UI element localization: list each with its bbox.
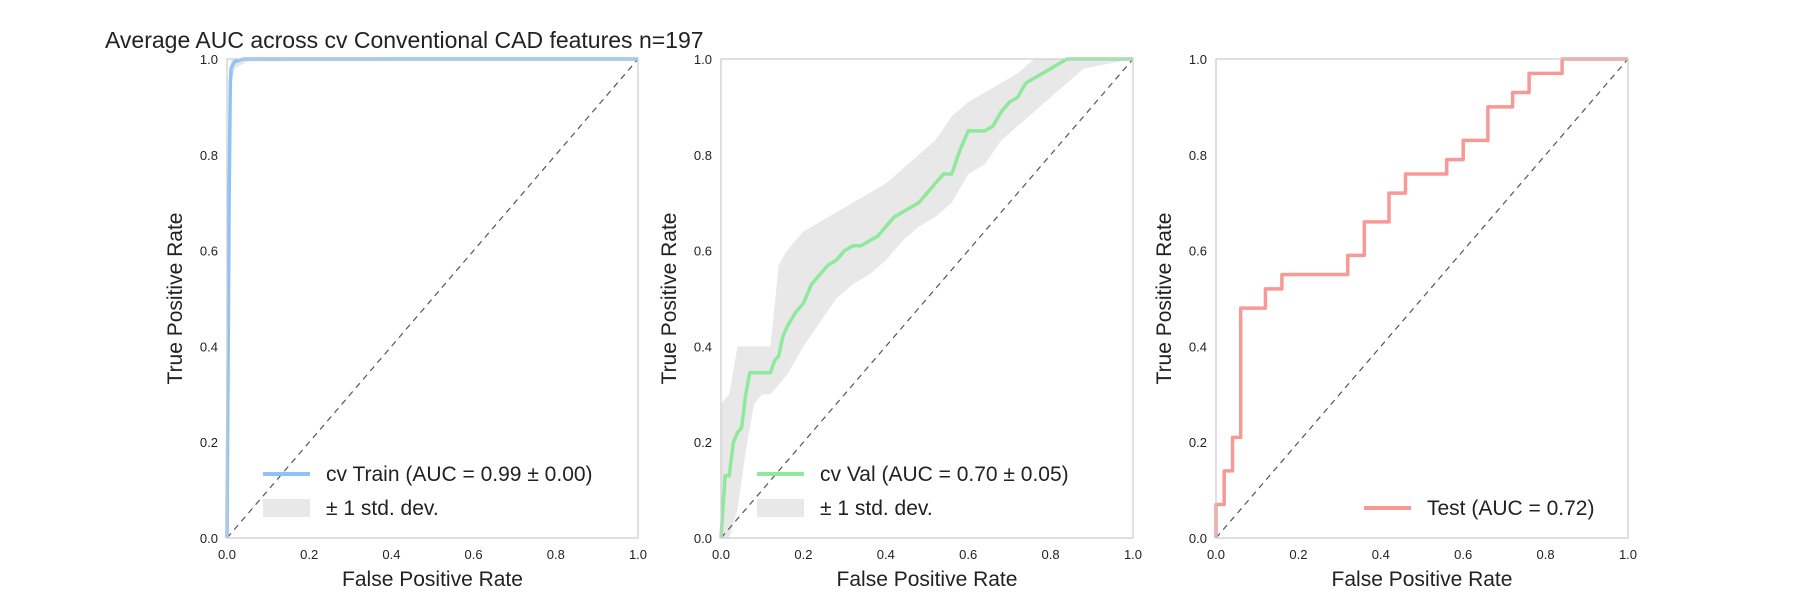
x-tick-label: 0.6 [959,547,977,562]
y-tick-label: 0.2 [694,435,712,450]
y-axis-label: True Positive Rate [1153,213,1176,385]
plot-frame [226,58,639,539]
y-tick-label: 0.8 [694,148,712,163]
x-tick-label: 0.4 [1372,547,1390,562]
x-tick-label: 0.4 [382,547,400,562]
x-tick-label: 0.0 [218,547,236,562]
legend-label: Test (AUC = 0.72) [1427,497,1594,520]
legend-handle-patch [263,499,310,517]
figure-title: Average AUC across cv Conventional CAD f… [105,27,704,53]
roc-curve-test [1214,57,1628,538]
x-tick-label: 1.0 [1619,547,1637,562]
x-tick-label: 0.2 [300,547,318,562]
std-dev-band [721,59,1133,538]
legend-label: ± 1 std. dev. [326,497,439,520]
y-tick-label: 0.6 [694,244,712,259]
legend-label: ± 1 std. dev. [820,497,933,520]
legend-label: cv Val (AUC = 0.70 ± 0.05) [820,463,1069,486]
y-tick-label: 0.0 [694,531,712,546]
y-tick-label: 0.8 [200,148,218,163]
roc-panel-2: 0.0 0.2 0.4 0.6 0.8 1.0 0.0 0.2 0.4 0.6 0.8 1.0 Fals… [658,52,1142,591]
roc-panel-1: 0.0 0.2 0.4 0.6 0.8 1.0 0.0 0.2 0.4 0.6 0.8 1.0 Fals… [164,52,647,591]
plot-frame [720,58,1134,539]
x-axis-label: False Positive Rate [837,568,1018,591]
y-tick-label: 0.0 [1189,531,1207,546]
x-tick-label: 0.0 [712,547,730,562]
x-tick-label: 0.4 [877,547,895,562]
x-axis-label: False Positive Rate [1332,568,1513,591]
x-tick-label: 0.8 [547,547,565,562]
y-tick-label: 0.6 [200,244,218,259]
x-tick-label: 0.6 [1454,547,1472,562]
y-tick-label: 1.0 [200,52,218,67]
y-tick-label: 1.0 [694,52,712,67]
y-axis-label: True Positive Rate [658,213,681,385]
x-tick-label: 0.8 [1537,547,1555,562]
y-axis-label: True Positive Rate [164,213,187,385]
x-tick-label: 0.2 [794,547,812,562]
legend-label: cv Train (AUC = 0.99 ± 0.00) [326,463,593,486]
chance-diagonal [1215,58,1629,539]
x-tick-label: 1.0 [629,547,647,562]
y-tick-label: 1.0 [1189,52,1207,67]
roc-curve-val [719,57,1133,539]
roc-panel-3: 0.0 0.2 0.4 0.6 0.8 1.0 0.0 0.2 0.4 0.6 0.8 1.0 Fals… [1153,52,1637,591]
plot-frame [1215,58,1629,539]
x-tick-label: 0.8 [1042,547,1060,562]
y-tick-label: 0.6 [1189,244,1207,259]
y-tick-label: 0.4 [694,339,712,354]
y-tick-label: 0.8 [1189,148,1207,163]
x-tick-label: 0.2 [1289,547,1307,562]
y-tick-label: 0.2 [1189,435,1207,450]
legend-handle-patch [757,499,804,517]
x-axis-label: False Positive Rate [342,568,523,591]
x-tick-label: 1.0 [1124,547,1142,562]
y-tick-label: 0.2 [200,435,218,450]
x-tick-label: 0.0 [1207,547,1225,562]
x-tick-label: 0.6 [465,547,483,562]
y-tick-label: 0.0 [200,531,218,546]
y-tick-label: 0.4 [200,339,218,354]
y-tick-label: 0.4 [1189,339,1207,354]
